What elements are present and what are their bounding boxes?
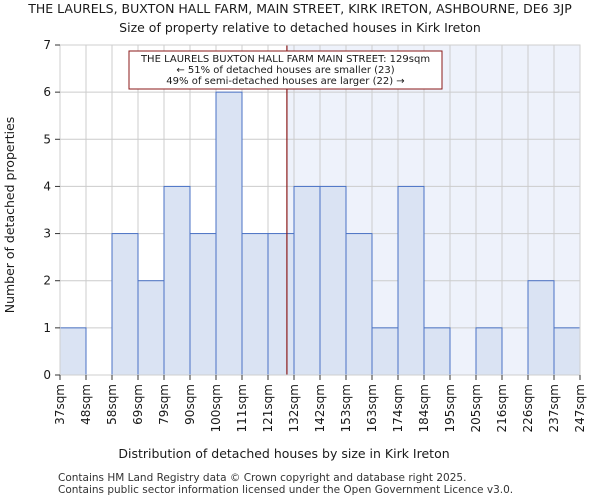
bar-174sqm <box>397 185 425 376</box>
x-tick-label: 79sqm <box>157 384 171 425</box>
x-tick-label: 121sqm <box>261 384 275 432</box>
x-axis-ticks: 37sqm 48sqm 58sqm 69sqm 79sqm 90sqm 100sqm 111s… <box>53 375 587 432</box>
y-tick-label: 0 <box>43 368 51 382</box>
x-tick-label: 142sqm <box>313 384 327 432</box>
bar-163sqm <box>371 327 399 376</box>
bar-142sqm <box>319 185 347 376</box>
bar-184sqm <box>423 327 451 376</box>
x-tick-label: 163sqm <box>365 384 379 432</box>
y-axis-label: Number of detached properties <box>2 117 17 314</box>
bar-153sqm <box>345 233 373 376</box>
x-tick-label: 111sqm <box>235 384 249 432</box>
y-tick-label: 3 <box>43 227 51 241</box>
x-tick-label: 237sqm <box>547 384 561 432</box>
bar-58sqm <box>111 233 139 376</box>
bar-121sqm <box>267 233 295 376</box>
chart-title: THE LAURELS, BUXTON HALL FARM, MAIN STRE… <box>27 1 572 16</box>
annotation-line-2: ← 51% of detached houses are smaller (23… <box>176 65 394 76</box>
bar-226sqm <box>527 280 555 376</box>
y-tick-label: 2 <box>43 274 51 288</box>
chart-subtitle: Size of property relative to detached ho… <box>119 20 481 35</box>
footer-line-2: Contains public sector information licen… <box>58 484 513 496</box>
x-tick-label: 153sqm <box>339 384 353 432</box>
x-tick-label: 247sqm <box>573 384 587 432</box>
bars-group <box>59 91 581 376</box>
x-tick-label: 100sqm <box>209 384 223 432</box>
y-tick-label: 6 <box>43 85 51 99</box>
y-tick-label: 1 <box>43 321 51 335</box>
x-tick-label: 174sqm <box>391 384 405 432</box>
bar-237sqm <box>553 327 581 376</box>
x-tick-label: 132sqm <box>287 384 301 432</box>
x-tick-label: 58sqm <box>105 384 119 425</box>
bar-132sqm <box>293 185 321 376</box>
x-tick-label: 195sqm <box>443 384 457 432</box>
annotation-line-1: THE LAURELS BUXTON HALL FARM MAIN STREET… <box>140 54 430 65</box>
bar-205sqm <box>475 327 503 376</box>
x-tick-label: 69sqm <box>131 384 145 425</box>
x-tick-label: 184sqm <box>417 384 431 432</box>
bar-79sqm <box>163 185 191 376</box>
y-tick-label: 5 <box>43 132 51 146</box>
bar-90sqm <box>189 233 217 376</box>
x-axis-label: Distribution of detached houses by size … <box>118 446 449 461</box>
y-axis-ticks: 0 1 2 3 4 5 6 7 <box>43 38 60 382</box>
x-tick-label: 37sqm <box>53 384 67 425</box>
x-tick-label: 205sqm <box>469 384 483 432</box>
footer-line-1: Contains HM Land Registry data © Crown c… <box>58 472 466 484</box>
annotation-line-3: 49% of semi-detached houses are larger (… <box>166 76 404 87</box>
x-tick-label: 216sqm <box>495 384 509 432</box>
y-tick-label: 4 <box>43 179 51 193</box>
annotation-box <box>128 50 443 90</box>
bar-100sqm <box>215 91 243 376</box>
bar-69sqm <box>137 280 165 376</box>
x-tick-label: 90sqm <box>183 384 197 425</box>
bar-37sqm <box>59 327 87 376</box>
x-tick-label: 226sqm <box>521 384 535 432</box>
bar-111sqm <box>241 233 269 376</box>
y-tick-label: 7 <box>43 38 51 52</box>
x-tick-label: 48sqm <box>79 384 93 425</box>
